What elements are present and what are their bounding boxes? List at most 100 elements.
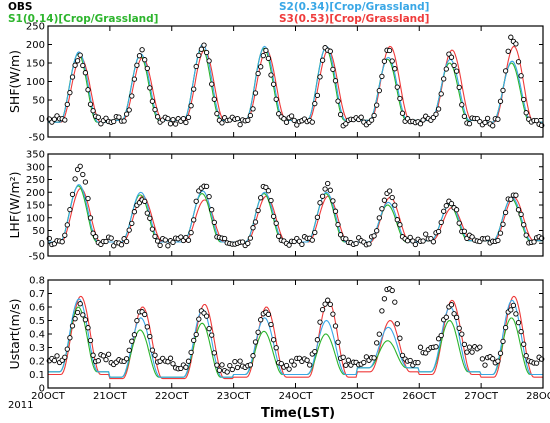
obs-point <box>399 352 406 359</box>
obs-point <box>131 76 138 82</box>
obs-point <box>381 296 388 302</box>
obs-point <box>281 116 287 122</box>
obs-point <box>134 62 140 68</box>
y-axis-label: SHF(W/m) <box>7 50 22 113</box>
y-tick-label: -50 <box>29 252 45 263</box>
obs-point <box>95 358 101 364</box>
obs-point <box>90 230 96 236</box>
obs-point <box>435 228 442 235</box>
obs-point <box>147 85 153 91</box>
obs-point <box>170 116 176 123</box>
obs-point <box>502 324 509 331</box>
y-tick-label: 0.3 <box>29 343 45 354</box>
x-tick-label: 25OCT <box>341 391 376 402</box>
obs-point <box>379 206 385 212</box>
obs-point <box>363 354 370 360</box>
obs-point <box>103 238 109 245</box>
obs-point <box>69 74 76 80</box>
obs-point <box>123 111 130 117</box>
obs-point <box>234 364 241 371</box>
obs-point <box>319 57 326 63</box>
obs-point <box>170 361 176 367</box>
obs-point <box>126 347 132 353</box>
obs-point <box>286 242 292 248</box>
obs-point <box>332 78 339 84</box>
obs-point <box>77 52 83 58</box>
obs-point <box>136 53 143 59</box>
obs-point <box>518 211 524 218</box>
obs-point <box>67 335 73 341</box>
obs-point <box>417 121 424 127</box>
obs-point <box>335 221 341 228</box>
obs-point <box>392 202 398 208</box>
y-tick-label: 300 <box>26 162 45 173</box>
obs-point <box>80 62 86 69</box>
obs-point <box>340 354 346 360</box>
obs-point <box>314 214 321 220</box>
obs-point <box>521 341 527 347</box>
y-axis-label: Ustart(m/s) <box>7 299 22 370</box>
obs-point <box>497 350 504 356</box>
obs-point <box>513 311 519 317</box>
obs-point <box>67 89 73 96</box>
obs-point <box>466 121 473 127</box>
y-tick-label: 250 <box>26 175 45 186</box>
obs-point <box>191 217 197 223</box>
obs-point <box>131 209 138 215</box>
y-tick-label: 200 <box>26 40 45 51</box>
obs-point <box>531 239 537 245</box>
obs-point <box>90 108 96 114</box>
y-tick-label: 0.7 <box>29 289 45 300</box>
obs-point <box>443 314 449 320</box>
obs-point <box>270 337 277 343</box>
obs-point <box>456 84 462 91</box>
obs-point <box>62 354 68 360</box>
obs-point <box>368 117 375 123</box>
obs-point <box>219 362 225 368</box>
obs-point <box>64 222 70 228</box>
obs-point <box>162 237 168 243</box>
obs-point <box>371 233 377 239</box>
obs-point <box>508 196 514 202</box>
obs-point <box>85 325 91 331</box>
obs-point <box>255 329 261 335</box>
obs-point <box>77 163 83 169</box>
obs-point <box>410 238 416 244</box>
obs-point <box>54 353 60 359</box>
obs-point <box>82 317 89 323</box>
obs-point <box>412 241 419 248</box>
obs-point <box>118 242 125 248</box>
obs-point <box>252 339 259 345</box>
obs-point <box>374 102 380 108</box>
obs-point <box>513 192 519 198</box>
obs-point <box>443 66 449 72</box>
obs-point <box>144 210 150 216</box>
obs-point <box>188 229 194 236</box>
panel-frame <box>47 25 544 138</box>
obs-point <box>497 230 504 236</box>
obs-point <box>521 96 527 103</box>
obs-point <box>374 228 380 234</box>
obs-point <box>502 209 509 216</box>
y-tick-label: 0 <box>39 239 45 250</box>
obs-point <box>72 62 78 68</box>
obs-point <box>353 240 359 247</box>
obs-point <box>420 117 426 123</box>
obs-point <box>330 198 336 204</box>
obs-point <box>343 362 349 368</box>
obs-point <box>250 106 256 112</box>
y-tick-label: 250 <box>26 22 45 33</box>
obs-point <box>386 188 393 194</box>
obs-point <box>203 313 210 319</box>
obs-point <box>495 237 501 244</box>
obs-point <box>191 86 197 92</box>
obs-point <box>170 239 176 246</box>
obs-point <box>533 360 540 366</box>
obs-point <box>209 332 215 338</box>
obs-point <box>188 103 194 109</box>
obs-point <box>219 120 225 126</box>
obs-point <box>459 331 465 337</box>
obs-point <box>502 68 509 74</box>
series-line-s3 <box>48 45 543 123</box>
obs-point <box>327 301 333 308</box>
